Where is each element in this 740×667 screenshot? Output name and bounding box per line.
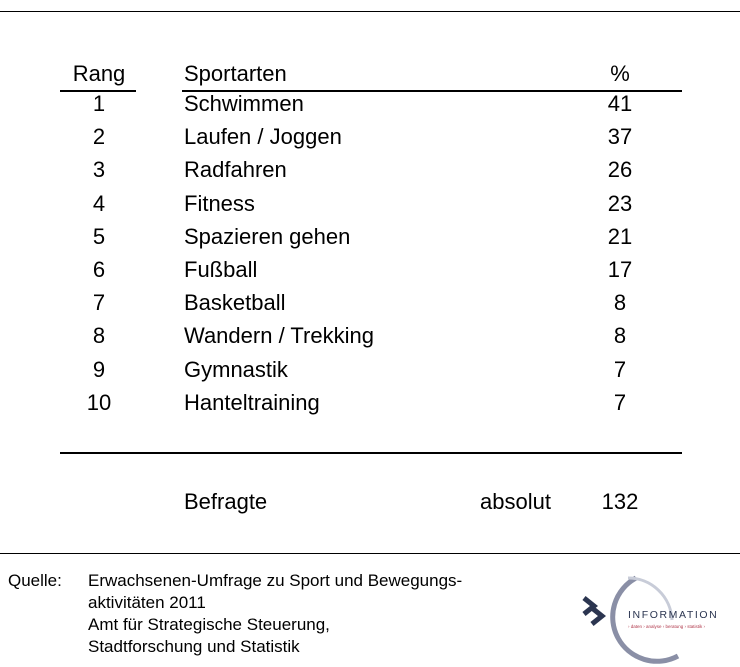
- rank: 8: [92, 323, 106, 349]
- source-line: Erwachsenen-Umfrage zu Sport und Bewegun…: [88, 571, 463, 590]
- rank: 2: [92, 124, 106, 150]
- rank: 1: [92, 91, 106, 116]
- percent: 7: [613, 389, 627, 415]
- header-rule: [182, 90, 682, 92]
- sport: Gymnastik: [184, 356, 288, 382]
- sport: Schwimmen: [184, 91, 304, 116]
- percent: 7: [613, 356, 627, 382]
- sport: Wandern / Trekking: [184, 323, 374, 349]
- rank: 9: [92, 356, 106, 382]
- percent-header: %: [610, 61, 630, 86]
- rank: 7: [92, 290, 106, 316]
- logo-arc: [610, 575, 680, 664]
- percent: 21: [607, 223, 633, 249]
- logo-arc: [627, 576, 674, 621]
- rank: 4: [92, 190, 106, 216]
- footer-rule: [0, 553, 740, 554]
- rank: 3: [92, 157, 106, 183]
- sport: Radfahren: [184, 157, 287, 183]
- percent: 8: [613, 290, 627, 316]
- rank-header: Rang: [72, 61, 126, 86]
- summary-value: 132: [601, 489, 639, 514]
- rank: 6: [92, 257, 106, 282]
- sport: Laufen / Joggen: [184, 124, 342, 150]
- source-line: Amt für Strategische Steuerung,: [88, 615, 330, 634]
- percent: 26: [607, 157, 633, 183]
- percent: 17: [607, 257, 633, 282]
- percent: 41: [607, 91, 633, 116]
- sport: Hanteltraining: [184, 389, 320, 415]
- sport: Fitness: [184, 190, 255, 216]
- percent: 8: [613, 323, 627, 349]
- source-line: aktivitäten 2011: [88, 593, 206, 612]
- percent: 23: [607, 190, 633, 216]
- logo-chevron: [582, 596, 599, 616]
- logo-chevron: [590, 606, 607, 626]
- percent: 37: [607, 124, 633, 150]
- sport: Fußball: [184, 257, 258, 282]
- source-label: Quelle:: [8, 571, 62, 590]
- summary-kind: absolut: [480, 489, 551, 514]
- sport: Spazieren gehen: [184, 223, 351, 249]
- source-line: Stadtforschung und Statistik: [88, 637, 300, 656]
- summary-label: Befragte: [184, 489, 268, 514]
- rank: 5: [92, 223, 106, 249]
- logo-name: INFORMATION: [628, 609, 718, 621]
- sport-header: Sportarten: [184, 61, 287, 86]
- logo: INFORMATION › daten › analyse › beratung…: [582, 575, 718, 664]
- header-rule: [60, 90, 136, 92]
- rank: 10: [86, 389, 112, 415]
- top-rule: [0, 11, 740, 12]
- sport: Basketball: [184, 290, 286, 316]
- table-bottom-rule: [60, 452, 682, 454]
- logo-tagline: › daten › analyse › beratung › statistik…: [628, 624, 706, 629]
